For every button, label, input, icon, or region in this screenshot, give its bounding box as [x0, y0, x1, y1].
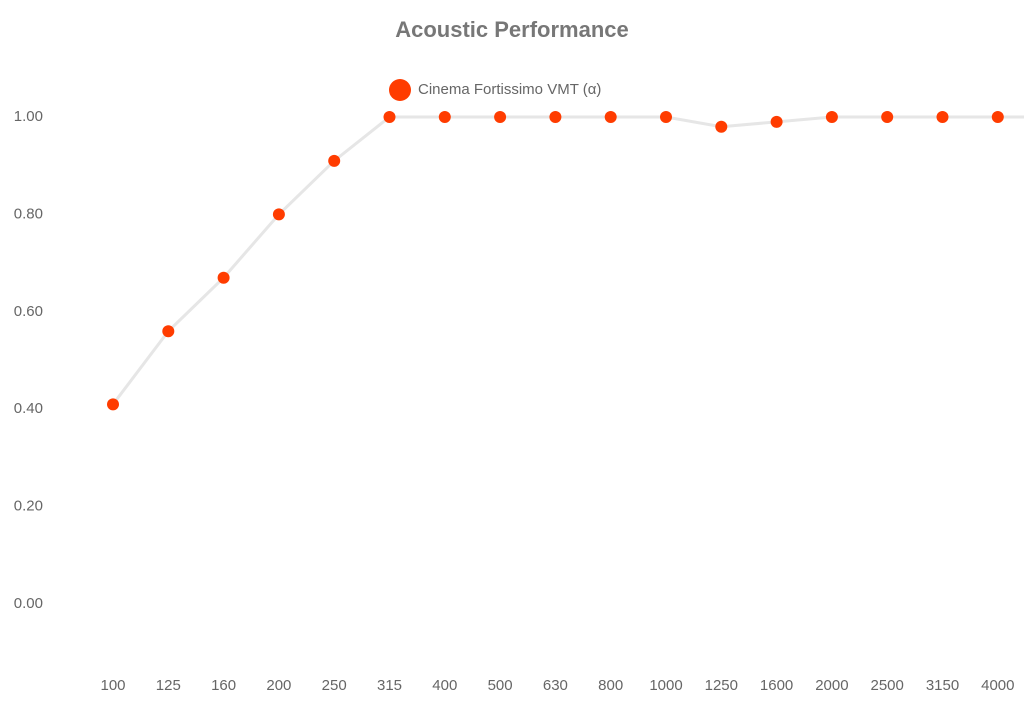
- x-tick-label: 400: [432, 677, 457, 694]
- y-tick-label: 0.40: [14, 400, 43, 417]
- x-tick-label: 1600: [760, 677, 793, 694]
- data-point: [825, 111, 838, 123]
- data-point: [328, 154, 341, 167]
- x-tick-label: 630: [543, 677, 568, 694]
- data-point: [217, 271, 230, 284]
- data-point: [162, 325, 175, 338]
- data-point: [107, 398, 119, 411]
- x-tick-label: 1250: [705, 677, 738, 694]
- data-point: [383, 111, 396, 123]
- x-tick-label: 4000: [981, 677, 1014, 694]
- data-point: [494, 111, 507, 123]
- x-tick-label: 500: [488, 677, 513, 694]
- legend-label: Cinema Fortissimo VMT (α): [418, 81, 601, 98]
- data-point: [604, 111, 617, 123]
- x-tick-label: 250: [322, 677, 347, 694]
- data-point: [438, 111, 451, 123]
- data-point: [715, 120, 728, 133]
- data-point: [936, 111, 949, 123]
- data-point: [549, 111, 562, 123]
- data-point: [991, 111, 1004, 123]
- chart-title: Acoustic Performance: [395, 17, 629, 42]
- x-tick-label: 3150: [926, 677, 959, 694]
- y-tick-label: 0.20: [14, 498, 43, 515]
- y-tick-label: 0.60: [14, 303, 43, 320]
- data-point: [770, 115, 783, 128]
- y-tick-label: 0.00: [14, 595, 43, 612]
- x-tick-label: 1000: [649, 677, 682, 694]
- x-tick-label: 315: [377, 677, 402, 694]
- x-tick-label: 800: [598, 677, 623, 694]
- x-tick-label: 2000: [815, 677, 848, 694]
- data-point: [660, 111, 672, 123]
- x-tick-label: 160: [211, 677, 236, 694]
- series-line: [111, 115, 1024, 406]
- y-tick-label: 1.00: [14, 108, 43, 125]
- x-tick-label: 200: [266, 677, 291, 694]
- data-point: [881, 111, 894, 123]
- x-tick-label: 2500: [871, 677, 904, 694]
- y-tick-label: 0.80: [14, 205, 43, 222]
- x-tick-label: 100: [100, 677, 125, 694]
- x-tick-label: 125: [156, 677, 181, 694]
- legend-marker: [389, 79, 411, 101]
- data-point: [272, 208, 285, 221]
